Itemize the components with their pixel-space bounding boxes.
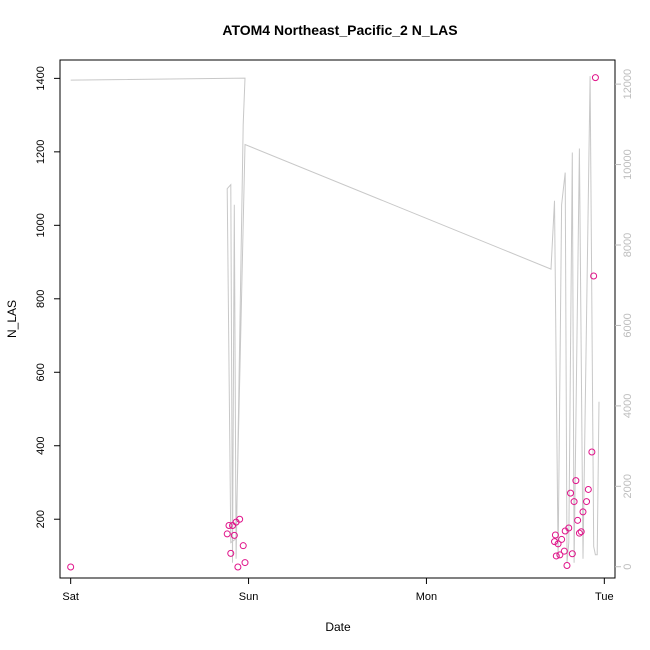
data-point [572, 477, 580, 485]
y2-tick-label: 10000 [622, 149, 634, 180]
data-point [554, 540, 562, 548]
plot-frame [59, 59, 616, 579]
y-tick-label: 200 [35, 510, 47, 528]
data-point [590, 272, 598, 280]
secondary-series-line [70, 76, 600, 563]
y-tick-label: 800 [35, 290, 47, 308]
data-point [560, 547, 568, 555]
data-point [556, 551, 564, 559]
data-point [225, 521, 233, 529]
data-point [591, 74, 599, 82]
x-tick-label: Mon [416, 591, 437, 603]
data-point [558, 535, 566, 543]
data-point [236, 515, 244, 523]
axis-layer: Sat Sun Mon Tue 200 400 600 800 1000 1200 1400 0 200… [35, 66, 634, 603]
data-point [588, 448, 596, 456]
y-tick-label: 1400 [35, 66, 47, 90]
data-point [551, 538, 559, 546]
data-point [570, 498, 578, 506]
data-point [230, 531, 238, 539]
y2-tick-label: 12000 [622, 69, 634, 100]
data-point [583, 498, 591, 506]
data-point [579, 508, 587, 516]
x-axis-label: Date [325, 620, 351, 634]
data-point [239, 542, 247, 550]
y-tick-label: 1000 [35, 213, 47, 237]
data-point [577, 528, 585, 536]
data-point [551, 531, 559, 539]
data-point [574, 516, 582, 524]
y2-tick-label: 0 [622, 564, 634, 570]
chart-title: ATOM4 Northeast_Pacific_2 N_LAS [222, 22, 457, 38]
y2-tick-label: 4000 [622, 394, 634, 418]
y2-tick-label: 6000 [622, 313, 634, 337]
data-point [227, 549, 235, 557]
data-point [223, 530, 231, 538]
data-point [234, 563, 242, 571]
data-point [563, 562, 571, 570]
data-point [241, 559, 249, 567]
data-point [584, 485, 592, 493]
series-layer [67, 74, 600, 571]
y-tick-label: 400 [35, 437, 47, 455]
data-point [67, 563, 75, 571]
x-tick-label: Sun [239, 591, 259, 603]
y-tick-label: 600 [35, 363, 47, 381]
y-tick-label: 1200 [35, 140, 47, 164]
data-point [568, 550, 576, 558]
y2-tick-label: 2000 [622, 474, 634, 498]
y2-tick-label: 8000 [622, 233, 634, 257]
data-point [565, 524, 573, 532]
data-point [567, 489, 575, 497]
data-point [552, 552, 560, 560]
x-tick-label: Sat [62, 591, 79, 603]
x-tick-label: Tue [595, 591, 614, 603]
data-point [575, 529, 583, 537]
y-axis-label: N_LAS [5, 300, 19, 338]
